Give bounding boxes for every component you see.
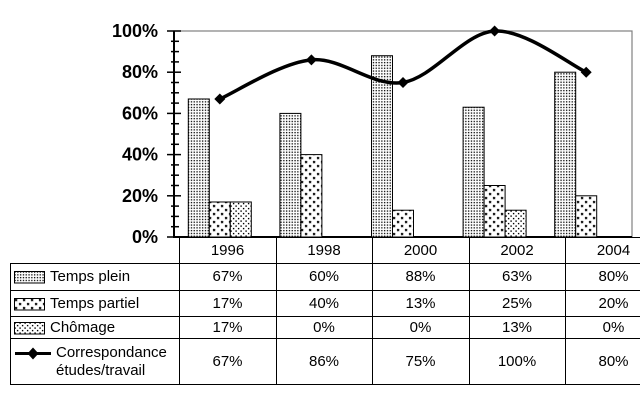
value-cell: 67% [178,338,277,385]
year-header-cell: 2002 [468,237,566,264]
value-cell: 17% [178,290,277,317]
value-cell: 0% [371,316,470,339]
value-cell: 17% [178,316,277,339]
bar-speckle-dots-2002 [504,209,527,238]
y-axis-tick-label: 20% [122,186,158,206]
series-label: Chômage [50,318,116,336]
y-axis-tick-label: 40% [122,145,158,165]
y-axis-tick-label: 0% [132,227,158,247]
diamond-marker-2004 [580,66,592,78]
value-cell: 40% [275,290,373,317]
chart-data-table: 1996 1998 2000 2002 2004 Temps plein 67% 60% 88%… [10,237,640,385]
diamond-marker-1998 [305,54,317,66]
bar-sparse-crosses-2000 [392,209,414,238]
bar-dense-dots-2002 [462,106,485,238]
year-header-cell: 2000 [371,237,470,264]
value-cell: 100% [468,338,566,385]
series-label: Temps plein [50,268,131,285]
table-corner-spacer [11,238,180,264]
diamond-marker-2000 [397,77,409,88]
value-cell: 63% [468,263,566,291]
pattern-swatch-icon [14,271,45,284]
pattern-swatch-icon [14,297,45,310]
bar-sparse-crosses-2002 [483,185,506,238]
y-axis-tick-label: 80% [122,62,158,82]
bar-sparse-crosses-2004 [575,195,598,238]
y-axis-tick-label: 100% [112,21,158,41]
diamond-marker-2002 [489,25,501,37]
value-cell: 13% [371,290,470,317]
series-label-cell: Chômage [10,316,180,339]
series-label: Correspondance études/travail [56,343,167,379]
year-header-cell: 1996 [178,237,277,264]
year-header-cell: 2004 [564,237,640,264]
series-label-cell: Temps partiel [10,290,180,317]
combo-chart-plot: 0% 20% 40% 60% 80% 100% [112,21,633,247]
value-cell: 0% [564,316,640,339]
value-cell: 25% [468,290,566,317]
bar-speckle-dots-1996 [229,201,252,238]
bar-sparse-crosses-1996 [208,201,231,238]
value-cell: 88% [371,263,470,291]
value-cell: 0% [275,316,373,339]
value-cell: 86% [275,338,373,385]
series-label-cell: Correspondance études/travail [10,338,180,385]
value-cell: 80% [564,338,640,385]
value-cell: 67% [178,263,277,291]
series-label-cell: Temps plein [10,263,180,291]
value-cell: 13% [468,316,566,339]
value-cell: 80% [564,263,640,291]
correspondance-line [218,29,588,101]
value-cell: 60% [275,263,373,291]
year-header-cell: 1998 [275,237,373,264]
bar-dense-dots-1998 [279,112,302,238]
series-label: Temps partiel [50,294,140,312]
value-cell: 20% [564,290,640,317]
value-cell: 75% [371,338,470,385]
bar-dense-dots-1996 [187,98,210,238]
y-axis-tick-label: 60% [122,103,158,123]
line-marker-icon [15,347,51,359]
diamond-marker-1996 [214,93,226,105]
pattern-swatch-icon [14,321,45,334]
bar-sparse-crosses-1998 [300,154,323,238]
bar-dense-dots-2004 [554,71,577,238]
